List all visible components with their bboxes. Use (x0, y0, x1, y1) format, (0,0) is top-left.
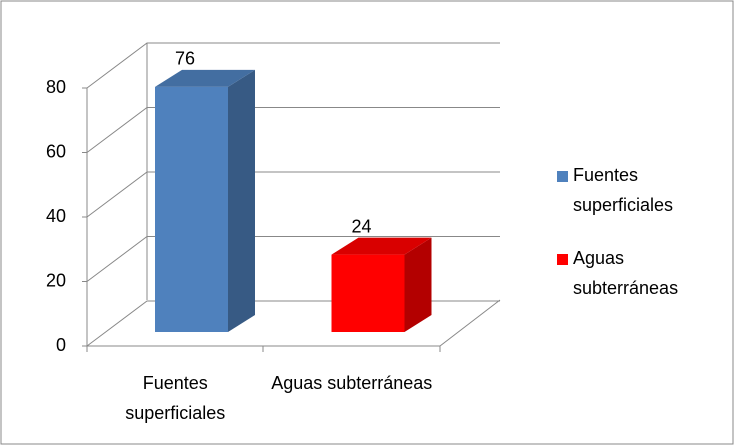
floor-edge (439, 299, 501, 347)
bar-side (228, 69, 255, 333)
legend-swatch (557, 171, 568, 182)
bar (331, 254, 405, 332)
bar-top (331, 237, 432, 255)
bar (155, 86, 228, 333)
y-tick-label: 40 (46, 206, 66, 226)
y-tick-label: 80 (46, 77, 66, 97)
grid-line (86, 42, 500, 89)
y-tick-label: 20 (46, 270, 66, 290)
grid-line (86, 107, 500, 153)
legend-swatch (557, 254, 568, 265)
value-label: 24 (351, 216, 371, 236)
grid-line (86, 236, 500, 282)
grid-line (86, 171, 500, 218)
grid-line (86, 300, 500, 347)
y-tick-label: 0 (56, 335, 66, 355)
bar-top (155, 69, 255, 87)
value-label: 76 (175, 49, 195, 69)
x-tick-label: Fuentes superficiales (125, 373, 226, 423)
legend-label: Fuentes superficiales (573, 165, 674, 215)
y-tick-label: 60 (46, 141, 66, 161)
legend-label: Aguas subterráneas (573, 248, 679, 298)
x-tick-label: Aguas subterráneas (271, 373, 433, 393)
bar-side (404, 237, 432, 332)
